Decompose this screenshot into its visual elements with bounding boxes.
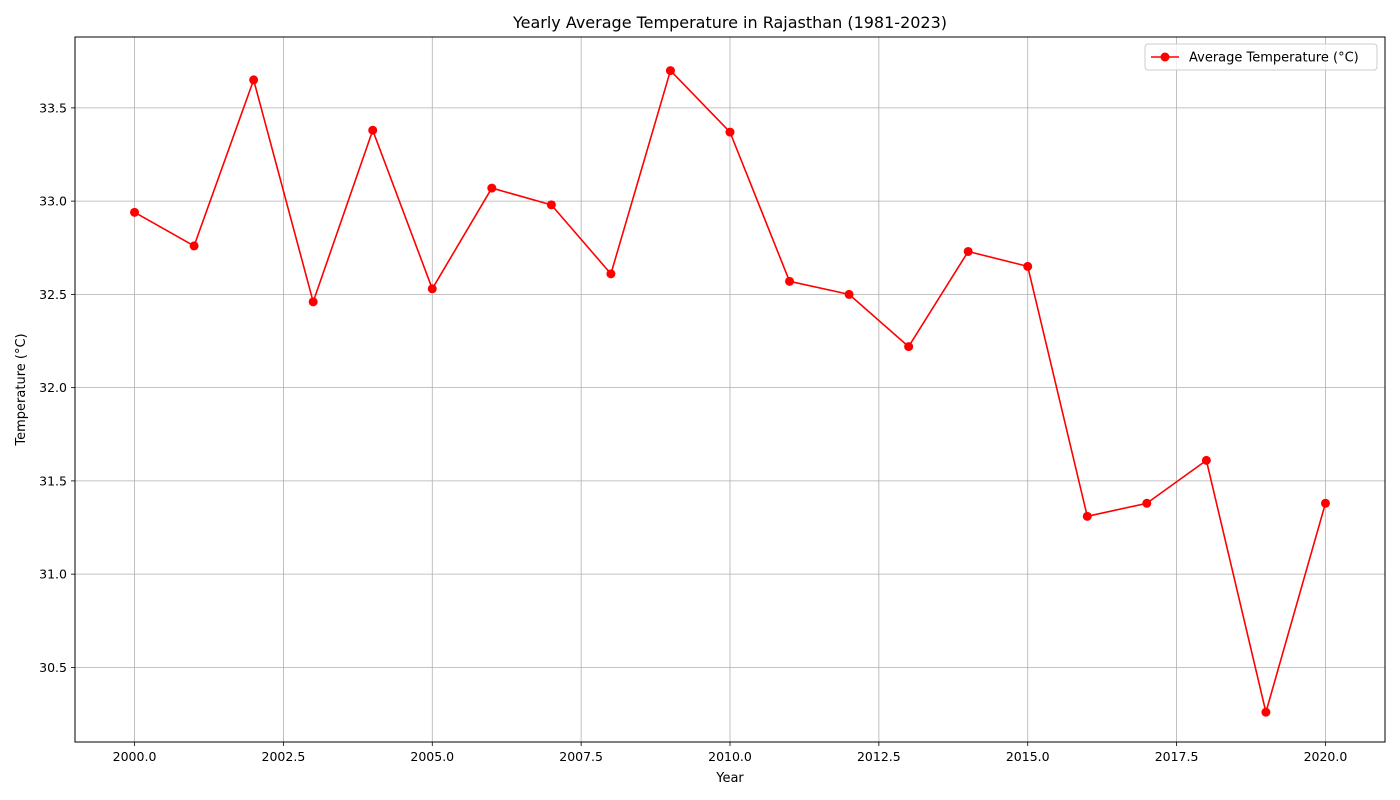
- x-axis-title: Year: [715, 771, 744, 786]
- y-tick-label: 32.0: [39, 380, 67, 395]
- y-tick-label: 33.0: [39, 194, 67, 209]
- y-tick-label: 31.5: [39, 473, 67, 488]
- x-tick-label: 2005.0: [410, 749, 454, 764]
- x-tick-label: 2020.0: [1304, 749, 1348, 764]
- data-point: [1082, 511, 1092, 521]
- y-tick-label: 32.5: [39, 287, 67, 302]
- data-point: [606, 269, 616, 279]
- y-tick-label: 31.0: [39, 567, 67, 582]
- data-point: [1261, 707, 1271, 717]
- legend-marker-sample: [1160, 52, 1170, 62]
- x-tick-label: 2000.0: [113, 749, 157, 764]
- data-point: [904, 342, 914, 352]
- data-point: [785, 276, 795, 286]
- series-layer: [130, 66, 1330, 717]
- data-point: [130, 207, 140, 217]
- data-point: [844, 289, 854, 299]
- y-tick-label: 33.5: [39, 100, 67, 115]
- data-point: [665, 66, 675, 76]
- y-axis: 30.5 31.0 31.5 32.0 32.5 33.0 33.5: [39, 100, 75, 675]
- legend-label: Average Temperature (°C): [1189, 51, 1359, 66]
- x-tick-label: 2010.0: [708, 749, 752, 764]
- data-point: [1201, 455, 1211, 465]
- legend-box: [1144, 43, 1378, 71]
- data-point: [725, 127, 735, 137]
- data-point: [1320, 498, 1330, 508]
- x-tick-label: 2017.5: [1155, 749, 1199, 764]
- data-point: [249, 75, 259, 85]
- data-point: [427, 284, 437, 294]
- chart-title: Yearly Average Temperature in Rajasthan …: [512, 13, 947, 32]
- x-tick-label: 2012.5: [857, 749, 901, 764]
- data-point: [1142, 498, 1152, 508]
- x-tick-label: 2007.5: [559, 749, 603, 764]
- data-point: [189, 241, 199, 251]
- grid-lines: [75, 37, 1385, 742]
- legend: Average Temperature (°C): [1144, 43, 1378, 71]
- x-axis: 2000.0 2002.5 2005.0 2007.5 2010.0 2012.5 2015…: [113, 742, 1348, 764]
- y-tick-label: 30.5: [39, 660, 67, 675]
- data-point: [487, 183, 497, 193]
- data-point: [546, 200, 556, 210]
- x-tick-label: 2015.0: [1006, 749, 1050, 764]
- data-point: [308, 297, 318, 307]
- data-point: [1023, 261, 1033, 271]
- data-point: [963, 246, 973, 256]
- x-tick-label: 2002.5: [262, 749, 306, 764]
- y-axis-title: Temperature (°C): [14, 333, 29, 446]
- data-point: [368, 125, 378, 135]
